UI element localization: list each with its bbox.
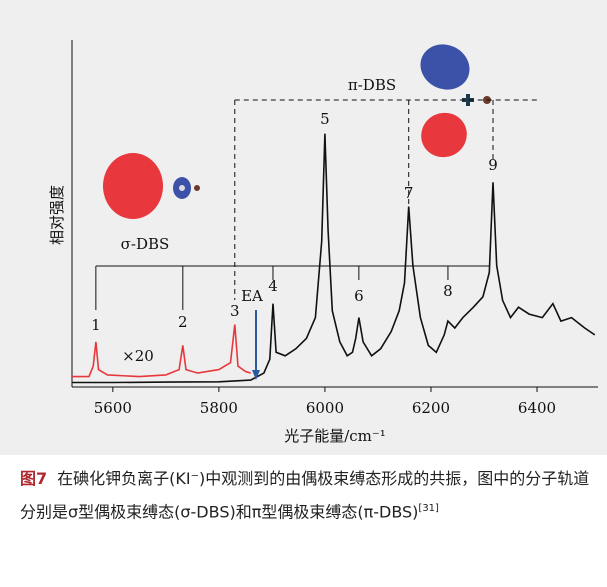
peak-label: 5 — [320, 110, 330, 128]
x-tick-label: 5600 — [94, 399, 132, 417]
x-tick-label: 6200 — [412, 399, 450, 417]
chart: 相对强度 光子能量/cm⁻¹ σ-DBS π-DBS 5600 5800 6000 6… — [0, 0, 607, 455]
caption-text: 在碘化钾负离子(KI⁻)中观测到的由偶极束缚态形成的共振，图中的分子轨道分别是σ… — [20, 469, 589, 521]
page: {"chart_data": {"type": "line", "x_label… — [0, 0, 607, 587]
pi-label: π-DBS — [348, 76, 396, 94]
peak-label: 6 — [354, 287, 364, 305]
caption-ref: [31] — [418, 503, 439, 514]
sigma-label: σ-DBS — [121, 235, 170, 253]
y-axis-label: 相对强度 — [48, 185, 66, 245]
pi-orbital — [413, 36, 491, 164]
peak-label: 3 — [230, 302, 240, 320]
caption-label: 图7 — [20, 469, 47, 488]
ea-label: EA — [241, 287, 263, 305]
x-tick-label: 6000 — [306, 399, 344, 417]
sigma-orbital — [103, 153, 200, 219]
figure-panel: 相对强度 光子能量/cm⁻¹ σ-DBS π-DBS 5600 5800 6000 6… — [0, 0, 607, 455]
peak-label: 1 — [91, 316, 101, 334]
series-label: ×20 — [122, 347, 154, 365]
peak-label: 8 — [443, 282, 453, 300]
x-tick-label: 5800 — [200, 399, 238, 417]
x-axis-label: 光子能量/cm⁻¹ — [284, 427, 386, 445]
x-tick-label: 6400 — [518, 399, 556, 417]
peak-label: 2 — [178, 313, 188, 331]
